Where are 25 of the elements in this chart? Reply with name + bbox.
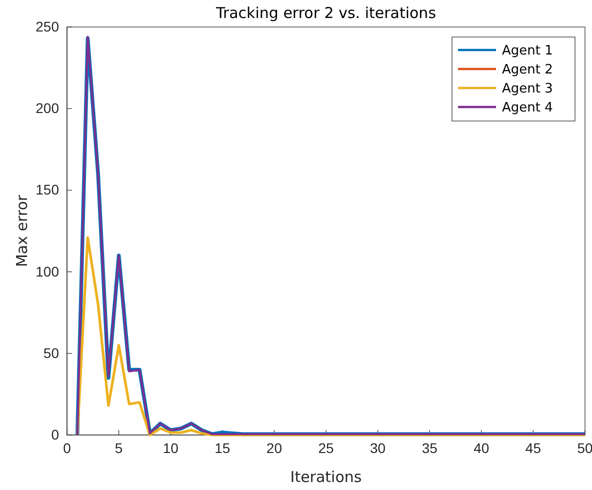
- y-tick-label: 150: [36, 182, 60, 198]
- legend-label: Agent 3: [502, 82, 553, 96]
- chart-title: Tracking error 2 vs. iterations: [214, 4, 436, 22]
- x-tick-label: 45: [525, 440, 542, 456]
- x-axis-title: Iterations: [290, 468, 362, 486]
- x-tick-label: 5: [114, 440, 123, 456]
- x-tick-label: 15: [214, 440, 230, 456]
- y-tick-label: 0: [51, 426, 60, 442]
- legend-label: Agent 1: [502, 44, 553, 58]
- y-tick-label: 250: [36, 18, 60, 34]
- x-tick-label: 35: [422, 440, 438, 456]
- legend-label: Agent 2: [502, 62, 553, 78]
- x-tick-label: 40: [474, 440, 490, 456]
- x-tick-label: 25: [318, 440, 334, 456]
- line-series: [76, 236, 586, 436]
- x-tick-label: 30: [370, 440, 386, 456]
- y-tick-label: 100: [36, 263, 60, 280]
- y-tick-label: 200: [36, 100, 60, 116]
- legend-label: Agent 4: [502, 100, 553, 116]
- y-tick-label: 50: [43, 344, 60, 361]
- x-tick-label: 20: [266, 440, 282, 456]
- y-axis-title: Max error: [13, 194, 31, 268]
- x-tick-label: 50: [577, 440, 592, 456]
- x-tick-label: 0: [63, 440, 72, 456]
- x-tick-label: 10: [162, 440, 179, 456]
